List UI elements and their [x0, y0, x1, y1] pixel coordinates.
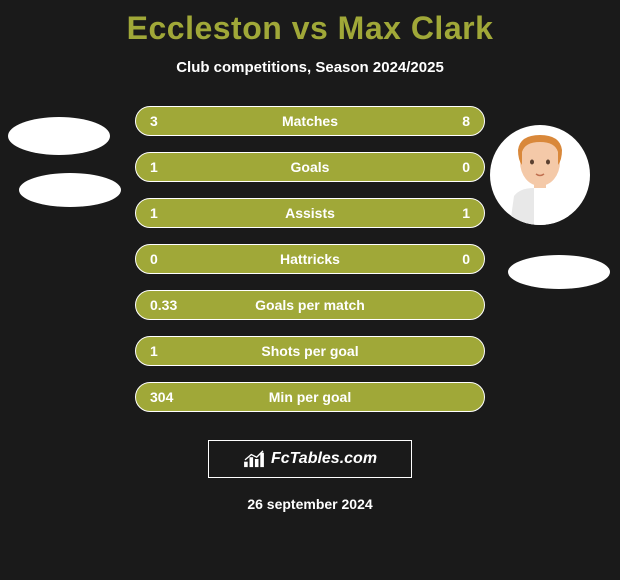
stat-right-value: 0: [430, 159, 470, 175]
stat-row: 1 Shots per goal: [135, 336, 485, 366]
stat-label: Assists: [190, 205, 430, 221]
stat-row: 0.33 Goals per match: [135, 290, 485, 320]
subtitle: Club competitions, Season 2024/2025: [0, 59, 620, 76]
stat-label: Matches: [190, 113, 430, 129]
stat-right-value: 8: [430, 113, 470, 129]
stat-label: Min per goal: [190, 389, 430, 405]
stat-left-value: 1: [150, 205, 190, 221]
stat-right-value: 1: [430, 205, 470, 221]
stat-row: 304 Min per goal: [135, 382, 485, 412]
player-left-avatar-shape-2: [19, 173, 121, 207]
player-left-avatar-shape-1: [8, 117, 110, 155]
stat-row: 1 Goals 0: [135, 152, 485, 182]
stat-row: 0 Hattricks 0: [135, 244, 485, 274]
stat-left-value: 3: [150, 113, 190, 129]
stat-label: Goals: [190, 159, 430, 175]
stat-label: Goals per match: [190, 297, 430, 313]
player-silhouette-icon: [500, 130, 580, 225]
stat-label: Shots per goal: [190, 343, 430, 359]
stat-row: 3 Matches 8: [135, 106, 485, 136]
stat-left-value: 304: [150, 389, 190, 405]
stat-left-value: 0: [150, 251, 190, 267]
player-right-avatar-shape-2: [508, 255, 610, 289]
bars-icon: [243, 450, 265, 468]
player-right-avatar: [490, 125, 590, 225]
brand-text: FcTables.com: [271, 450, 377, 468]
stat-row: 1 Assists 1: [135, 198, 485, 228]
stat-left-value: 0.33: [150, 297, 190, 313]
stat-label: Hattricks: [190, 251, 430, 267]
page-title: Eccleston vs Max Clark: [0, 0, 620, 47]
stat-right-value: 0: [430, 251, 470, 267]
stat-left-value: 1: [150, 343, 190, 359]
date-text: 26 september 2024: [0, 496, 620, 512]
stat-left-value: 1: [150, 159, 190, 175]
brand-badge: FcTables.com: [208, 440, 412, 478]
